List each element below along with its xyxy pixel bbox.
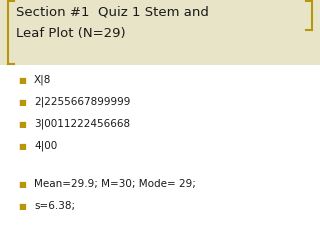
Text: Mean=29.9; M=30; Mode= 29;: Mean=29.9; M=30; Mode= 29; xyxy=(34,179,196,189)
Bar xyxy=(0,0,320,65)
Text: s=6.38;: s=6.38; xyxy=(34,201,75,211)
Text: ■: ■ xyxy=(18,97,26,107)
Text: Section #1  Quiz 1 Stem and: Section #1 Quiz 1 Stem and xyxy=(16,6,209,18)
Text: 2|2255667899999: 2|2255667899999 xyxy=(34,97,130,107)
Text: ■: ■ xyxy=(18,202,26,210)
Text: 3|0011222456668: 3|0011222456668 xyxy=(34,119,130,129)
Text: ■: ■ xyxy=(18,142,26,150)
Text: 4|00: 4|00 xyxy=(34,141,57,151)
Text: ■: ■ xyxy=(18,76,26,84)
Text: X|8: X|8 xyxy=(34,75,52,85)
Text: ■: ■ xyxy=(18,120,26,128)
Text: ■: ■ xyxy=(18,180,26,188)
Text: Leaf Plot (N=29): Leaf Plot (N=29) xyxy=(16,26,126,40)
